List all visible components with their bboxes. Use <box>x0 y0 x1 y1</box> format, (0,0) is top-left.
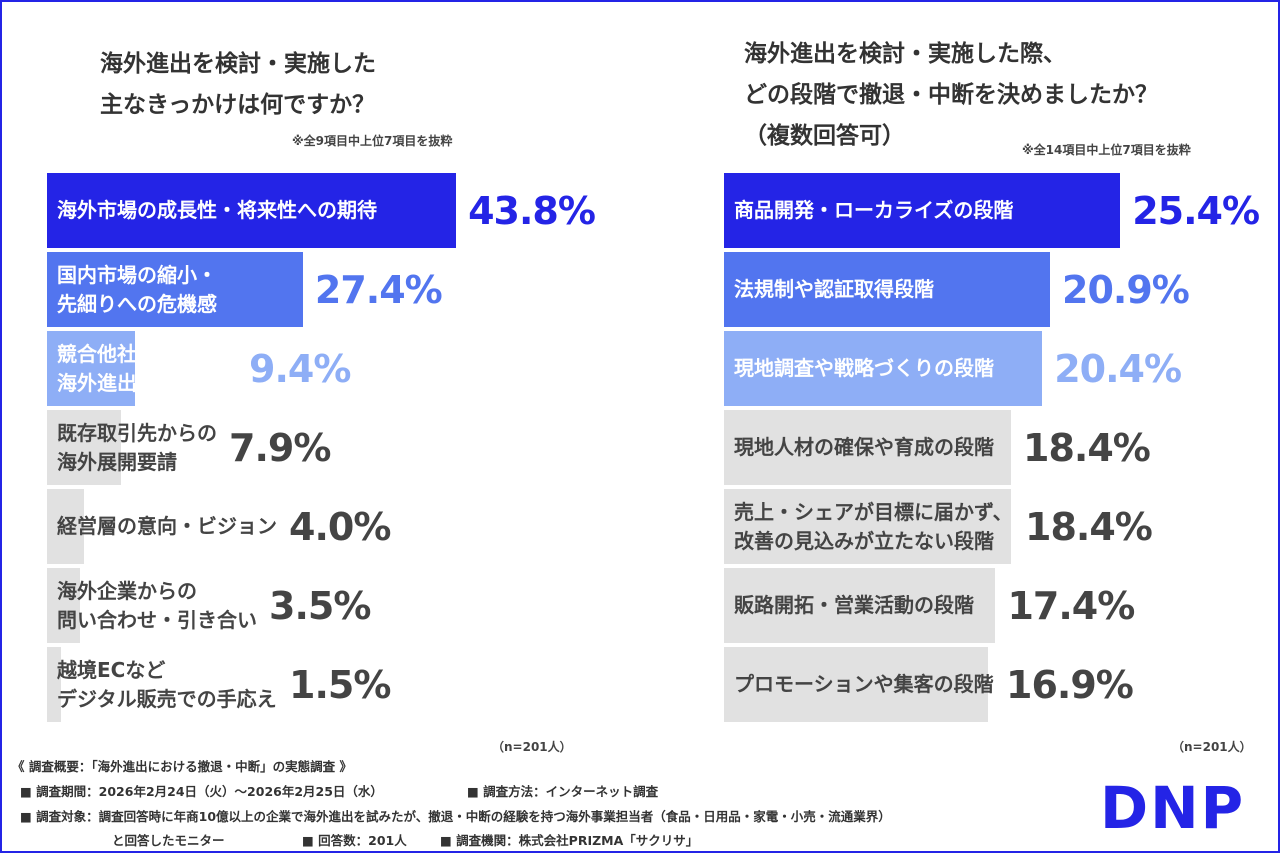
category-label: 競合他社の 海外進出状況の影響 <box>57 341 237 395</box>
value-label: 25.4% <box>1132 188 1260 233</box>
bar <box>47 331 135 406</box>
category-label: 商品開発・ローカライズの段階 <box>734 198 1014 222</box>
value-label: 4.0% <box>289 504 391 549</box>
bar <box>724 489 1012 564</box>
value-label: 18.4% <box>1025 504 1153 549</box>
survey-item: ■ 回答数：201人 <box>302 833 407 848</box>
chart-note: ※全9項目中上位7項目を抜粋 <box>292 134 453 148</box>
value-label: 17.4% <box>1007 583 1135 628</box>
value-label: 18.4% <box>1023 425 1151 470</box>
survey-item: ■ 調査方法：インターネット調査 <box>467 784 659 799</box>
bar <box>724 647 988 722</box>
bar <box>47 647 61 722</box>
survey-heading: 《 調査概要：「海外進出における撤退・中断」の実態調査 》 <box>12 759 352 774</box>
chart-note: ※全14項目中上位7項目を抜粋 <box>1022 143 1191 157</box>
survey-item: ■ 調査対象：調査回答時に年商10億以上の企業で海外進出を試みたが、撤退・中断の… <box>20 809 891 824</box>
category-label: 国内市場の縮小・ 先細りへの危機感 <box>57 262 217 316</box>
bar <box>724 173 1121 248</box>
bar <box>724 252 1051 327</box>
sample-size: （n=201人） <box>1172 740 1252 754</box>
chart-title: 海外進出を検討・実施した際、 <box>744 41 1066 67</box>
value-label: 9.4% <box>249 346 351 391</box>
category-label: プロモーションや集客の段階 <box>734 672 994 696</box>
logo: DNP <box>1100 774 1246 842</box>
category-label: 既存取引先からの 海外展開要請 <box>57 420 217 474</box>
bar <box>47 252 303 327</box>
bar <box>47 568 80 643</box>
category-label: 海外市場の成長性・将来性への期待 <box>57 198 377 222</box>
category-label: 海外企業からの 問い合わせ・引き合い <box>57 578 257 632</box>
value-label: 3.5% <box>269 583 371 628</box>
category-label: 経営層の意向・ビジョン <box>57 514 277 538</box>
chart-title: 海外進出を検討・実施した <box>100 51 376 77</box>
value-label: 20.9% <box>1062 267 1190 312</box>
sample-size: （n=201人） <box>492 740 572 754</box>
chart-title: （複数回答可） <box>744 123 905 149</box>
survey-item: ■ 調査機関：株式会社PRIZMA「サクリサ」 <box>440 833 699 848</box>
chart-title: 主なきっかけは何ですか？ <box>100 92 376 118</box>
chart-title: どの段階で撤退・中断を決めましたか？ <box>744 82 1158 108</box>
bar <box>724 568 996 643</box>
category-label: 越境ECなど デジタル販売での手応え <box>57 657 277 711</box>
value-label: 7.9% <box>229 425 331 470</box>
value-label: 1.5% <box>289 662 391 707</box>
value-label: 16.9% <box>1006 662 1134 707</box>
value-label: 27.4% <box>314 267 443 312</box>
category-label: 販路開拓・営業活動の段階 <box>734 593 974 617</box>
bar <box>724 331 1043 406</box>
category-label: 売上・シェアが目標に届かず、 改善の見込みが立たない段階 <box>734 499 1013 553</box>
survey-item: と回答したモニター <box>112 833 225 848</box>
bar <box>47 410 121 485</box>
category-label: 現地調査や戦略づくりの段階 <box>734 356 994 380</box>
survey-item: ■ 調査期間：2026年2月24日（火）～2026年2月25日（水） <box>20 784 383 799</box>
bar <box>47 489 85 564</box>
value-label: 20.4% <box>1054 346 1182 391</box>
bar <box>47 173 457 248</box>
bar <box>724 410 1012 485</box>
value-label: 43.8% <box>468 188 596 233</box>
category-label: 現地人材の確保や育成の段階 <box>734 435 994 459</box>
category-label: 法規制や認証取得段階 <box>734 277 934 301</box>
